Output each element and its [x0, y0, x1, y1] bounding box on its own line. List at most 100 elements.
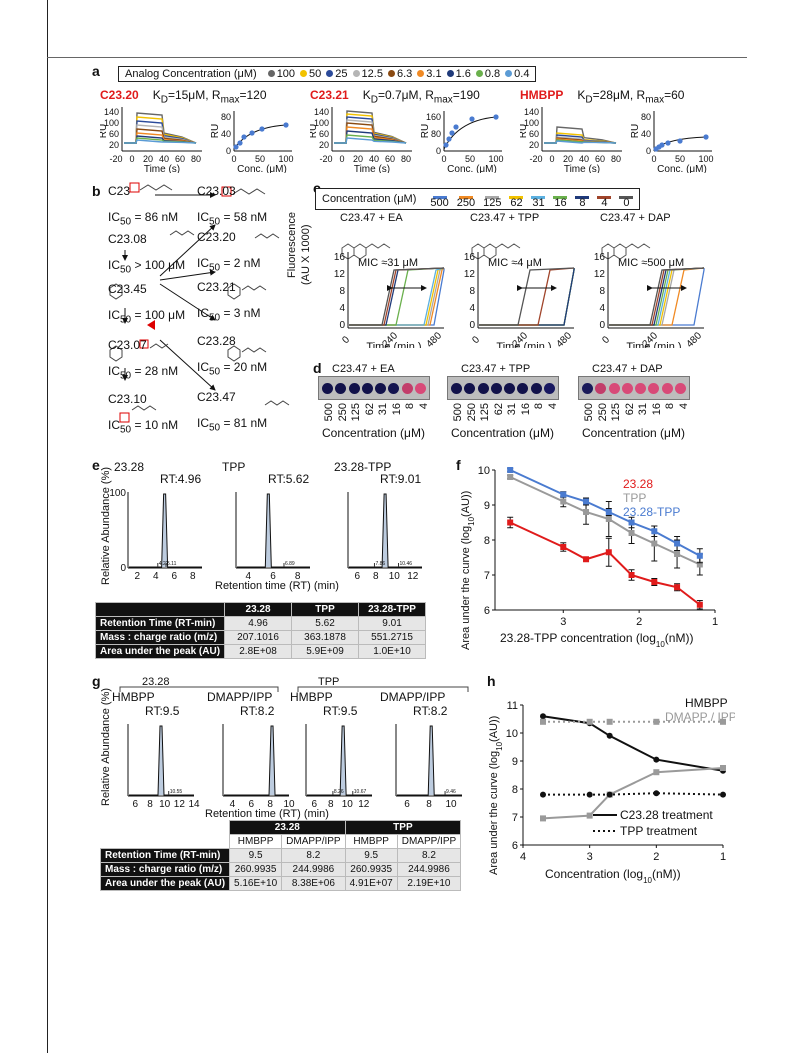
- x-tick-label: 12: [358, 799, 370, 810]
- y-axis-label: Area under the curve (log10(AU)): [460, 491, 476, 650]
- compound-name: HMBPP: [520, 88, 564, 102]
- data-point: [653, 790, 660, 797]
- panel-c-ylabel: Fluorescence: [286, 211, 298, 278]
- mic-label: MIC ≈500 μM: [618, 257, 684, 269]
- x-axis-label: Time (s): [144, 164, 180, 173]
- sensorgram-trace: [124, 139, 197, 144]
- plate-well: [661, 382, 673, 394]
- plate-tick-label: 16: [519, 403, 532, 416]
- x-tick-label: 6: [171, 571, 177, 582]
- y-axis-label: RU: [520, 124, 529, 138]
- table-row: Mass : charge ratio (m/z) 260.9935 244.998…: [99, 862, 462, 877]
- table-header-row: 23.28 TPP 23.28-TPP: [94, 602, 427, 617]
- compound-name: C23.45: [108, 282, 147, 296]
- legend-label: HMBPP: [685, 696, 728, 710]
- y-tick-label: 140: [524, 107, 539, 117]
- ic50-value: IC50 = 86 nM: [108, 210, 178, 227]
- minor-peak-label: 4.22: [159, 561, 169, 567]
- plate-well: [504, 382, 516, 394]
- legend-entry: 4: [597, 196, 612, 209]
- mic-label: MIC ≈4 μM: [488, 257, 542, 269]
- data-point: [560, 498, 567, 505]
- panel-c-legend: Concentration (μM) 500 250 125 62 31 16 8 4 0: [315, 188, 641, 210]
- chromatogram-peak: [397, 725, 462, 796]
- data-point: [653, 769, 660, 776]
- data-point: [651, 540, 658, 547]
- data-point: [583, 509, 590, 515]
- data-point: [659, 142, 665, 148]
- growth-trace: [609, 267, 705, 326]
- x-tick-label: 2: [636, 616, 642, 628]
- plate-tick-label: 8: [664, 403, 676, 410]
- x-tick-label: 6: [354, 571, 360, 582]
- plate-tick-label: 8: [533, 403, 545, 410]
- y-tick-label: 12: [464, 269, 476, 280]
- y-tick-label: 60: [529, 129, 539, 139]
- y-tick-label: 100: [110, 488, 126, 499]
- ic-label: IC: [197, 210, 209, 224]
- ic-sub: 50: [209, 262, 221, 274]
- legend-entry: 500: [430, 196, 449, 209]
- chromatogram: 6 8 10 12 14 10.55: [127, 724, 200, 810]
- label-part: (AU)): [460, 491, 472, 517]
- data-point: [653, 756, 660, 763]
- y-axis-label: RU: [100, 124, 109, 138]
- plate-well: [543, 382, 555, 394]
- plate-title: C23.47 + DAP: [592, 363, 663, 375]
- data-point: [586, 791, 593, 798]
- y-tick-label: 4: [469, 303, 475, 314]
- x-tick-label: 2: [653, 851, 659, 863]
- ic50-value: IC50 = 2 nM: [197, 256, 260, 273]
- ic-label: IC: [108, 418, 120, 432]
- legend-label: 6.3: [396, 68, 413, 80]
- data-point: [233, 144, 239, 150]
- plot-title: C23.47 + EA: [340, 212, 403, 224]
- y-tick-label: 8: [599, 286, 605, 297]
- plate-tick-label: 250: [465, 403, 478, 422]
- y-tick-label: 60: [109, 129, 119, 139]
- data-point: [469, 116, 475, 122]
- legend-entry: 16: [553, 196, 568, 209]
- x-axis-label: Time (min.): [626, 341, 681, 348]
- kd-text: =0.7μM, R: [377, 88, 434, 102]
- growth-trace: [479, 268, 575, 326]
- compound-name: C23.07: [108, 338, 147, 352]
- y-tick-label: 160: [426, 112, 441, 122]
- x-tick-label: 8: [295, 571, 301, 582]
- data-point: [606, 791, 613, 798]
- panel-e-xlabel: Retention time (RT) (min): [215, 580, 339, 592]
- compound-name: C23.10: [108, 392, 147, 406]
- panel-b-label: b: [92, 183, 101, 199]
- well-plate: [578, 376, 690, 400]
- legend-entry: 31: [531, 196, 546, 209]
- growth-trace: [479, 267, 575, 326]
- data-point: [249, 130, 255, 136]
- plate-tick-label: 4: [677, 403, 690, 410]
- y-tick-label: 16: [334, 252, 346, 263]
- plate-well: [490, 382, 502, 394]
- chromatogram-peak: [129, 725, 194, 796]
- growth-trace: [479, 268, 575, 326]
- legend-label: 25: [335, 68, 348, 80]
- ic50-value: IC50 = 20 nM: [197, 360, 267, 377]
- data-point: [507, 474, 514, 480]
- label-part: (nM)): [652, 867, 681, 881]
- chromatogram-peak: [129, 493, 202, 568]
- legend-entry: 8: [575, 196, 590, 209]
- y-tick-label: 7: [484, 570, 490, 582]
- legend-entry: 100: [267, 68, 295, 80]
- panel-c-ylabel2: (AU X 1000): [300, 224, 312, 285]
- label-part: 23.28-TPP concentration (log: [500, 631, 656, 645]
- table-cell: 2.19E+10: [396, 876, 462, 891]
- page-header-rule: [47, 57, 747, 58]
- chromatogram: 6 8 10 9.46: [395, 724, 462, 810]
- data-point: [696, 552, 703, 559]
- plate-tick-label: 500: [323, 403, 335, 422]
- data-point: [696, 601, 703, 608]
- plate-tick-label: 125: [350, 403, 362, 422]
- ic-label: IC: [197, 360, 209, 374]
- table-cell: 260.9935: [344, 862, 398, 877]
- chromatogram: 4 6 8 10: [222, 724, 295, 810]
